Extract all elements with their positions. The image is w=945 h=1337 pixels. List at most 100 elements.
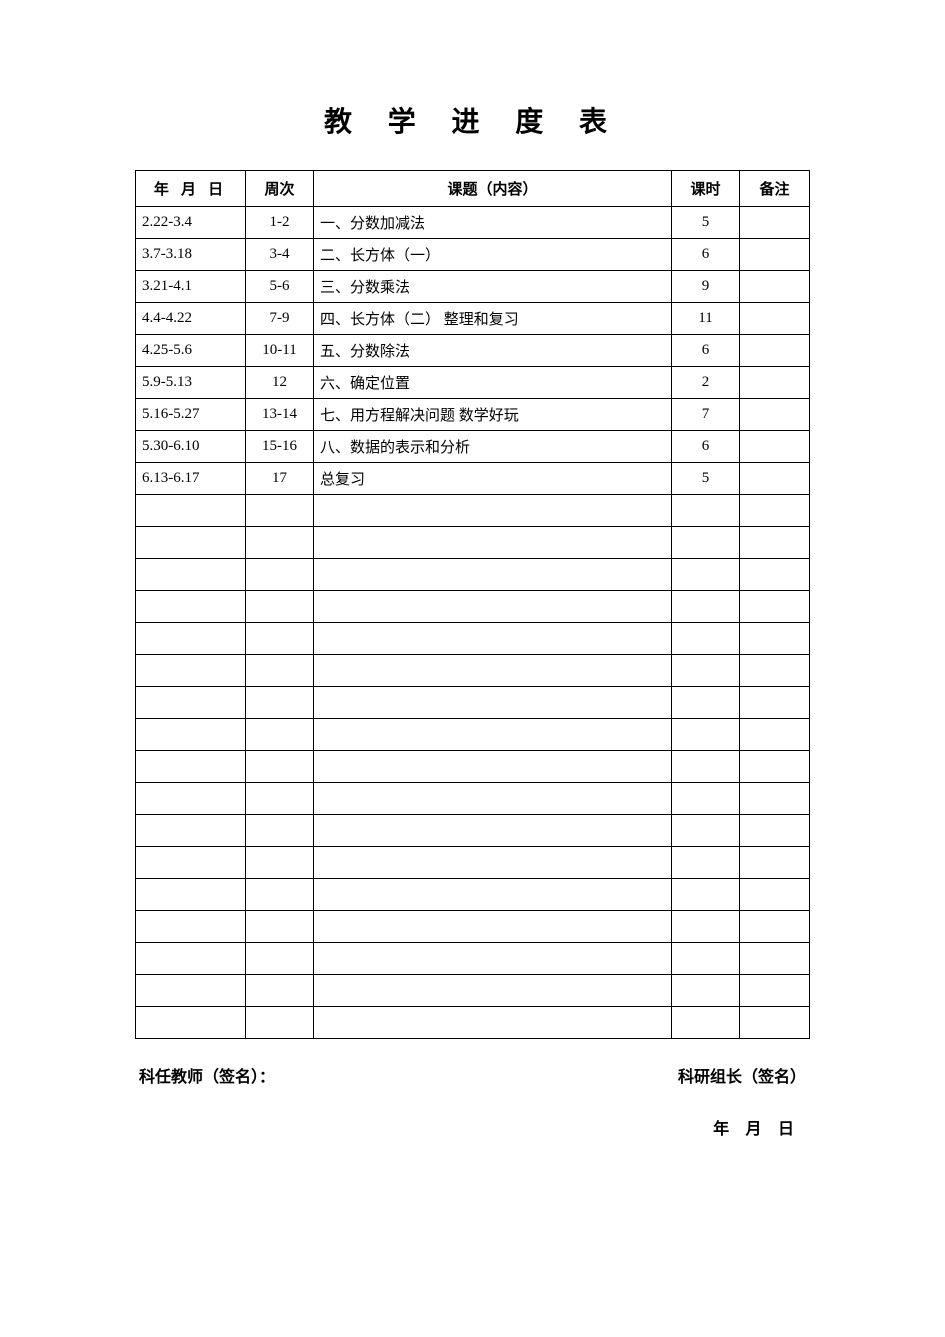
cell-date xyxy=(136,975,246,1007)
cell-hours xyxy=(672,1007,740,1039)
cell-notes xyxy=(740,815,810,847)
page-container: 教 学 进 度 表 年 月 日 周次 课题（内容） 课时 备注 2.22-3.4… xyxy=(0,0,945,1139)
cell-hours: 11 xyxy=(672,303,740,335)
table-row: 6.13-6.1717总复习5 xyxy=(136,463,810,495)
table-row: 2.22-3.41-2一、分数加减法5 xyxy=(136,207,810,239)
cell-hours: 6 xyxy=(672,239,740,271)
leader-signature-label: 科研组长（签名） xyxy=(678,1063,806,1087)
date-line: 年 月 日 xyxy=(135,1115,810,1139)
cell-hours: 2 xyxy=(672,367,740,399)
cell-week xyxy=(246,527,314,559)
cell-topic xyxy=(314,687,672,719)
cell-hours xyxy=(672,815,740,847)
cell-week: 1-2 xyxy=(246,207,314,239)
cell-notes xyxy=(740,623,810,655)
cell-notes xyxy=(740,719,810,751)
cell-date xyxy=(136,623,246,655)
table-row xyxy=(136,847,810,879)
cell-hours xyxy=(672,975,740,1007)
cell-topic: 三、分数乘法 xyxy=(314,271,672,303)
cell-notes xyxy=(740,335,810,367)
cell-topic: 二、长方体（一） xyxy=(314,239,672,271)
cell-date: 3.21-4.1 xyxy=(136,271,246,303)
table-row xyxy=(136,655,810,687)
cell-week xyxy=(246,911,314,943)
cell-notes xyxy=(740,655,810,687)
cell-week: 5-6 xyxy=(246,271,314,303)
table-row xyxy=(136,879,810,911)
col-header-date: 年 月 日 xyxy=(136,171,246,207)
cell-week: 17 xyxy=(246,463,314,495)
cell-hours xyxy=(672,719,740,751)
cell-topic xyxy=(314,879,672,911)
cell-date xyxy=(136,687,246,719)
cell-hours: 5 xyxy=(672,463,740,495)
cell-notes xyxy=(740,207,810,239)
col-header-topic: 课题（内容） xyxy=(314,171,672,207)
table-row xyxy=(136,527,810,559)
cell-hours xyxy=(672,623,740,655)
table-row xyxy=(136,1007,810,1039)
cell-week: 7-9 xyxy=(246,303,314,335)
cell-topic xyxy=(314,847,672,879)
cell-topic: 总复习 xyxy=(314,463,672,495)
cell-hours: 6 xyxy=(672,335,740,367)
cell-date xyxy=(136,911,246,943)
table-row xyxy=(136,751,810,783)
cell-date xyxy=(136,719,246,751)
cell-topic: 六、确定位置 xyxy=(314,367,672,399)
col-header-hours: 课时 xyxy=(672,171,740,207)
cell-notes xyxy=(740,783,810,815)
cell-notes xyxy=(740,687,810,719)
cell-hours xyxy=(672,527,740,559)
cell-date xyxy=(136,1007,246,1039)
table-row: 5.9-5.1312六、确定位置2 xyxy=(136,367,810,399)
cell-topic xyxy=(314,751,672,783)
cell-topic: 五、分数除法 xyxy=(314,335,672,367)
cell-topic xyxy=(314,655,672,687)
cell-topic xyxy=(314,815,672,847)
cell-topic xyxy=(314,975,672,1007)
col-header-notes: 备注 xyxy=(740,171,810,207)
cell-date xyxy=(136,495,246,527)
table-row: 5.16-5.2713-14七、用方程解决问题 数学好玩7 xyxy=(136,399,810,431)
cell-notes xyxy=(740,847,810,879)
cell-hours xyxy=(672,879,740,911)
cell-hours xyxy=(672,687,740,719)
cell-notes xyxy=(740,975,810,1007)
cell-notes xyxy=(740,879,810,911)
cell-date: 5.30-6.10 xyxy=(136,431,246,463)
cell-date xyxy=(136,655,246,687)
table-row xyxy=(136,943,810,975)
schedule-table: 年 月 日 周次 课题（内容） 课时 备注 2.22-3.41-2一、分数加减法… xyxy=(135,170,810,1039)
cell-week xyxy=(246,623,314,655)
cell-notes xyxy=(740,751,810,783)
cell-week: 13-14 xyxy=(246,399,314,431)
cell-date xyxy=(136,783,246,815)
cell-notes xyxy=(740,271,810,303)
cell-topic xyxy=(314,495,672,527)
cell-date: 6.13-6.17 xyxy=(136,463,246,495)
cell-week xyxy=(246,559,314,591)
cell-topic xyxy=(314,623,672,655)
cell-notes xyxy=(740,559,810,591)
cell-notes xyxy=(740,495,810,527)
cell-week: 10-11 xyxy=(246,335,314,367)
cell-week xyxy=(246,783,314,815)
cell-week xyxy=(246,719,314,751)
cell-week xyxy=(246,1007,314,1039)
cell-week xyxy=(246,943,314,975)
cell-topic: 四、长方体（二） 整理和复习 xyxy=(314,303,672,335)
cell-notes xyxy=(740,303,810,335)
table-row xyxy=(136,495,810,527)
cell-hours xyxy=(672,943,740,975)
cell-notes xyxy=(740,591,810,623)
cell-hours xyxy=(672,847,740,879)
cell-topic xyxy=(314,559,672,591)
cell-hours xyxy=(672,751,740,783)
page-title: 教 学 进 度 表 xyxy=(135,100,810,140)
table-row xyxy=(136,719,810,751)
table-row: 4.25-5.610-11五、分数除法6 xyxy=(136,335,810,367)
cell-hours xyxy=(672,655,740,687)
cell-topic: 八、数据的表示和分析 xyxy=(314,431,672,463)
